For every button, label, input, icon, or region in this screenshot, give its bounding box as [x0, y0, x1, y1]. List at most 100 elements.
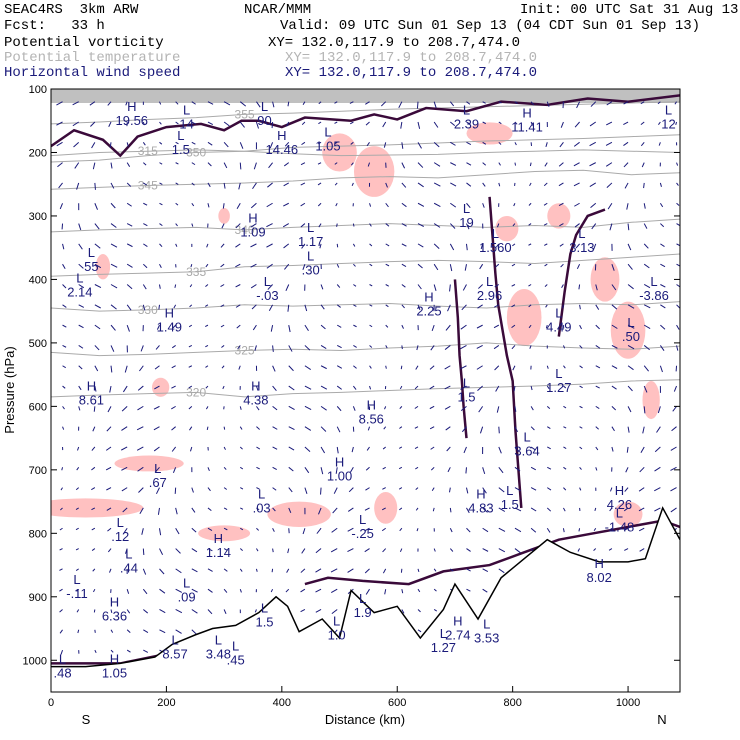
wind-vector: [159, 243, 163, 247]
wind-vector: [352, 223, 355, 227]
wind-vector: [315, 548, 322, 554]
wind-vector: [479, 263, 484, 270]
extremum-low-mark: L: [59, 651, 66, 666]
wind-vector: [543, 182, 548, 187]
wind-vector: [239, 466, 244, 470]
wind-vector: [429, 405, 435, 410]
wind-vector: [466, 223, 470, 230]
extremum-value: 8.57: [162, 646, 187, 661]
extremum-value: 14.46: [266, 142, 299, 157]
wind-vector: [171, 426, 176, 431]
wind-vector: [385, 223, 390, 227]
wind-vector: [190, 264, 193, 268]
wind-vector: [444, 385, 451, 390]
wind-vector: [433, 141, 440, 148]
wind-vector: [575, 243, 580, 249]
wind-vector: [159, 202, 163, 206]
wind-vector: [331, 609, 338, 615]
extremum-value: 4.38: [243, 393, 268, 408]
wind-vector: [284, 263, 290, 270]
wind-vector: [336, 426, 341, 433]
wind-vector: [336, 304, 341, 308]
wind-vector: [579, 385, 583, 389]
wind-vector: [315, 609, 322, 613]
extremum-value: 55: [84, 259, 98, 274]
wind-vector: [495, 385, 500, 392]
wind-vector: [558, 182, 564, 187]
wind-vector: [563, 487, 567, 491]
wind-vector: [676, 324, 680, 330]
wind-vector: [383, 142, 387, 148]
wind-vector: [676, 223, 680, 226]
wind-vector: [384, 406, 387, 410]
wind-vector: [107, 527, 112, 532]
wind-vector: [529, 182, 532, 187]
wind-vector: [398, 487, 403, 490]
wind-vector: [461, 304, 467, 311]
wind-vector: [514, 507, 522, 512]
wind-vector: [256, 527, 260, 531]
pink-shaded-region: [506, 288, 542, 347]
wind-vector: [107, 406, 112, 413]
wind-vector: [433, 202, 441, 207]
wind-vector: [125, 548, 128, 554]
wind-vector: [94, 304, 101, 309]
wind-vector: [627, 324, 635, 329]
wind-vector: [366, 142, 370, 147]
wind-vector: [301, 548, 306, 554]
wind-vector: [589, 162, 596, 167]
wind-vector: [110, 304, 117, 310]
wind-vector: [498, 548, 506, 553]
wind-vector: [579, 487, 582, 491]
wind-vector: [562, 507, 566, 512]
extremum-low-mark: L: [555, 306, 562, 321]
wind-vector: [528, 223, 532, 226]
wind-vector: [300, 182, 306, 186]
wind-vector: [528, 202, 532, 206]
wind-vector: [256, 487, 260, 490]
wind-vector: [462, 284, 467, 291]
wind-vector: [223, 487, 228, 490]
theta-contour-label: 340: [235, 223, 255, 237]
wind-vector: [444, 345, 451, 350]
field-pv-name: Potential vorticity: [4, 35, 164, 51]
wind-vector: [430, 446, 435, 450]
wind-vector: [334, 121, 338, 124]
wind-vector: [220, 243, 225, 248]
wind-vector: [461, 426, 467, 433]
wind-vector: [92, 162, 96, 170]
wind-vector: [304, 487, 308, 494]
wind-vector: [300, 202, 306, 207]
wind-vector: [416, 101, 419, 109]
wind-vector: [191, 548, 198, 553]
wind-vector: [270, 588, 274, 593]
wind-vector: [142, 263, 148, 269]
extremum-low-mark: L: [215, 632, 222, 647]
wind-vector: [142, 548, 145, 556]
wind-vector: [511, 324, 516, 329]
extremum-value: 8.56: [359, 412, 384, 427]
wind-vector: [546, 101, 550, 107]
wind-vector: [239, 101, 247, 107]
wind-vector: [369, 304, 373, 307]
extremum-value: 1.27: [431, 640, 456, 655]
extremum-low-mark: L: [258, 486, 265, 501]
theta-contour: [51, 149, 680, 157]
wind-vector: [562, 528, 565, 533]
wind-vector: [627, 365, 634, 371]
wind-vector: [320, 304, 325, 310]
theta-contour-label: 350: [186, 145, 206, 159]
wind-vector: [623, 527, 629, 531]
wind-vector: [206, 243, 209, 248]
extremum-value: .48: [54, 665, 72, 680]
wind-vector: [640, 446, 645, 454]
wind-vector: [530, 527, 537, 533]
wind-vector: [514, 446, 520, 452]
wind-vector: [223, 466, 227, 470]
wind-vector: [318, 121, 322, 125]
wind-vector: [638, 487, 645, 492]
wind-vector: [466, 182, 472, 187]
wind-vector: [288, 365, 294, 372]
wind-vector: [142, 304, 146, 311]
wind-vector: [137, 385, 144, 391]
